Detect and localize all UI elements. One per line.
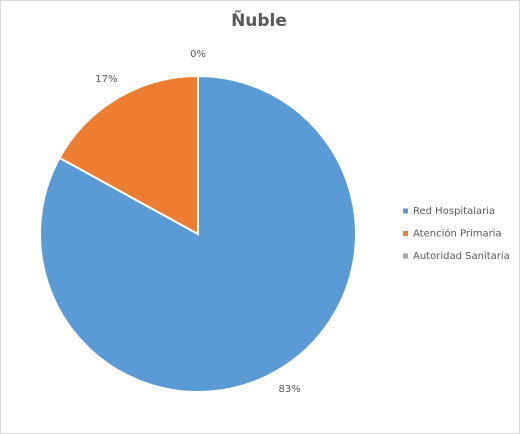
data-label: 83% <box>279 384 301 395</box>
legend-label: Red Hospitalaria <box>413 206 495 217</box>
legend-marker <box>403 253 408 259</box>
pie-slice <box>58 74 199 236</box>
chart-title: Ñuble <box>231 8 287 31</box>
legend-marker <box>403 231 408 236</box>
data-label: 0% <box>190 49 206 60</box>
legend-marker <box>403 208 408 214</box>
legend-label: Autoridad Sanitaria <box>413 251 510 262</box>
data-label: 17% <box>95 74 117 85</box>
legend-label: Atención Primaria <box>413 228 502 240</box>
